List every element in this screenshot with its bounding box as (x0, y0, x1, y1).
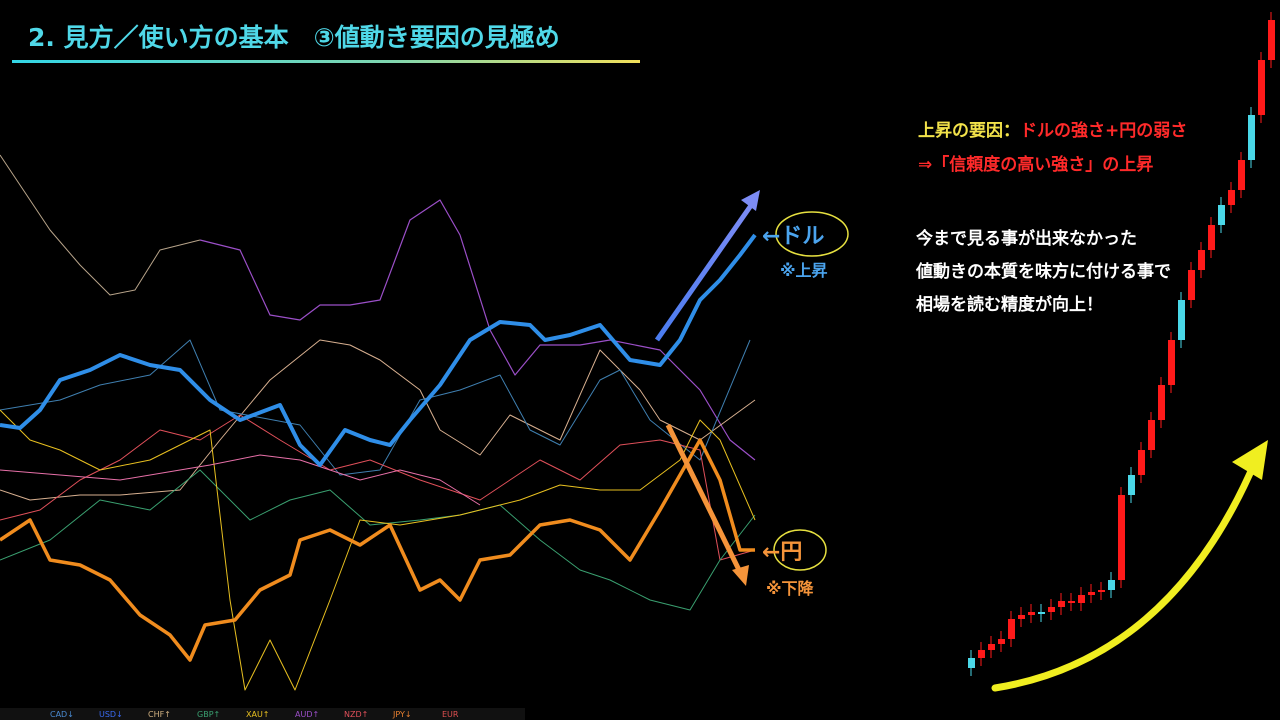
slide-title: 2. 見方／使い方の基本 ③値動き要因の見極め (28, 23, 560, 52)
candle-body (1238, 160, 1245, 190)
candle-body (1098, 590, 1105, 592)
cause-text: ドルの強さ+円の弱さ (1020, 120, 1187, 141)
usd-circle (775, 211, 849, 257)
candle-body (1228, 190, 1235, 205)
line-xau-green (0, 469, 756, 611)
jpy-arrowhead (732, 565, 749, 586)
candle-body (978, 650, 985, 658)
candlesticks (968, 12, 1275, 676)
line-cad (0, 154, 201, 296)
candle-body (1158, 385, 1165, 420)
jpy-circle (773, 529, 827, 571)
candle-body (1068, 601, 1075, 603)
candle-body (1128, 475, 1135, 495)
candle-body (1018, 615, 1025, 619)
candle-body (1038, 612, 1045, 614)
trend-arrows (654, 190, 760, 586)
candle-body (1178, 300, 1185, 340)
candle-body (1088, 592, 1095, 595)
legend: CAD↓ USD↓ CHF↑ GBP↑ XAU↑ AUD↑ NZD↑ JPY↓ EUR (50, 710, 459, 719)
legend-item: AUD↑ (295, 710, 319, 719)
rise-arrowhead (1232, 440, 1268, 480)
jpy-arrow (665, 423, 743, 574)
candle-body (1028, 612, 1035, 615)
candle-body (998, 639, 1005, 644)
usd-arrow (654, 202, 755, 342)
line-chf (0, 339, 756, 501)
candle-body (1168, 340, 1175, 385)
candle-body (1058, 601, 1065, 607)
legend-item: EUR (442, 710, 459, 719)
candle-body (1258, 60, 1265, 115)
candle-body (1268, 20, 1275, 60)
legend-item: USD↓ (99, 710, 123, 719)
candle-body (988, 644, 995, 650)
line-pink (0, 454, 481, 506)
legend-item: CAD↓ (50, 710, 74, 719)
candle-body (1008, 619, 1015, 639)
candle-body (1248, 115, 1255, 160)
legend-item: JPY↓ (392, 710, 412, 719)
candle-body (1218, 205, 1225, 225)
line-eur (0, 409, 756, 691)
line-nzd (0, 414, 756, 561)
line-jpy (0, 438, 755, 662)
title-underline (12, 60, 640, 63)
legend-item: XAU↑ (246, 710, 270, 719)
result-text: ⇒「信頼度の高い強さ」の上昇 (918, 154, 1153, 175)
cause-label: 上昇の要因： (918, 121, 1020, 141)
usd-arrowhead (741, 190, 760, 211)
line-aud (199, 199, 756, 461)
candle-body (1078, 595, 1085, 603)
line-usd (0, 233, 757, 467)
candle-body (1138, 450, 1145, 475)
body-line: 今まで見る事が出来なかった (916, 228, 1137, 249)
candle-body (1118, 495, 1125, 580)
candle-body (968, 658, 975, 668)
body-line: 相場を読む精度が向上！ (916, 294, 1103, 315)
candle-body (1108, 580, 1115, 590)
cause-line: 上昇の要因：ドルの強さ+円の弱さ (918, 120, 1187, 141)
body-line: 値動きの本質を味方に付ける事で (915, 261, 1171, 282)
candle-body (1188, 270, 1195, 300)
legend-item: NZD↑ (344, 710, 368, 719)
usd-label: ←ドル (762, 224, 824, 249)
candle-body (1208, 225, 1215, 250)
rise-arrow (991, 458, 1259, 692)
candle-body (1148, 420, 1155, 450)
jpy-note: ※下降 (766, 579, 815, 598)
legend-bar (0, 708, 525, 720)
jpy-label: ←円 (762, 540, 802, 565)
line-gbp (0, 339, 751, 476)
legend-item: CHF↑ (148, 710, 171, 719)
currency-lines (0, 154, 757, 691)
candle-body (1048, 607, 1055, 612)
candle-body (1198, 250, 1205, 270)
usd-note: ※上昇 (780, 261, 828, 280)
legend-item: GBP↑ (197, 710, 220, 719)
